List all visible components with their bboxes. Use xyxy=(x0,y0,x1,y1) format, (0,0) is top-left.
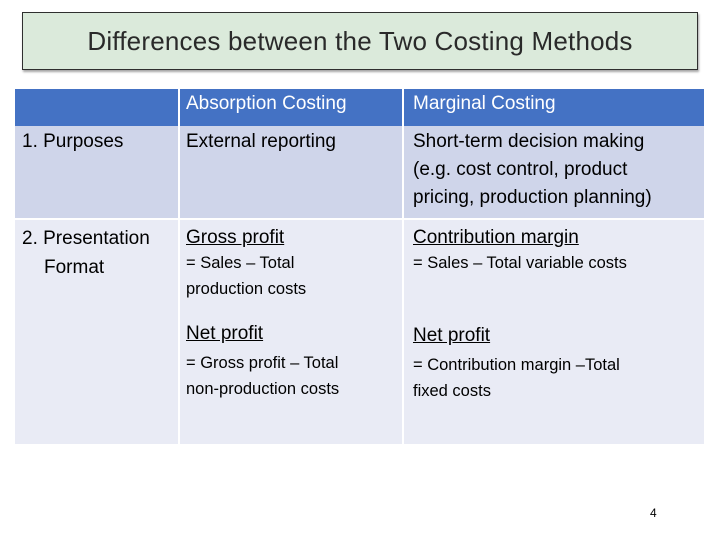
presentation-label-line1: 2. Presentation xyxy=(22,228,150,249)
page-number: 4 xyxy=(650,506,657,520)
absorption-net-profit-title: Net profit xyxy=(186,323,264,344)
purposes-marginal-line1: Short-term decision making xyxy=(413,131,645,152)
row-purposes-label: 1. Purposes xyxy=(15,126,178,218)
header-absorption-label: Absorption Costing xyxy=(186,93,347,114)
absorption-net-profit-line1: = Gross profit – Total xyxy=(186,354,339,372)
comparison-table: Absorption Costing Marginal Costing 1. P… xyxy=(15,89,704,444)
purposes-label-text: 1. Purposes xyxy=(22,131,124,152)
marginal-contribution-title: Contribution margin xyxy=(413,227,579,248)
purposes-absorption-text: External reporting xyxy=(186,131,336,152)
header-marginal: Marginal Costing xyxy=(404,89,704,126)
header-marginal-label: Marginal Costing xyxy=(413,93,556,114)
purposes-marginal-line2: (e.g. cost control, product xyxy=(413,159,628,180)
header-empty-cell xyxy=(15,89,178,126)
presentation-label-line2: Format xyxy=(44,257,105,278)
marginal-net-profit-title: Net profit xyxy=(413,325,491,346)
absorption-net-profit-line2: non-production costs xyxy=(186,380,340,398)
absorption-gross-profit-line1: = Sales – Total xyxy=(186,254,295,272)
purposes-marginal-line3: pricing, production planning) xyxy=(413,187,652,208)
marginal-contribution-line1: = Sales – Total variable costs xyxy=(413,254,627,272)
absorption-gross-profit-title: Gross profit xyxy=(186,227,285,248)
marginal-net-profit-line2: fixed costs xyxy=(413,382,491,400)
row-presentation-absorption: Gross profit = Sales – Total production … xyxy=(180,220,402,444)
slide-title-box: Differences between the Two Costing Meth… xyxy=(22,12,698,70)
row-presentation-marginal: Contribution margin = Sales – Total vari… xyxy=(404,220,704,444)
row-presentation-label: 2. Presentation Format xyxy=(15,220,178,444)
header-absorption: Absorption Costing xyxy=(180,89,402,126)
marginal-net-profit-line1: = Contribution margin –Total xyxy=(413,356,620,374)
row-purposes-absorption: External reporting xyxy=(180,126,402,218)
row-purposes-marginal: Short-term decision making (e.g. cost co… xyxy=(404,126,704,218)
slide-title: Differences between the Two Costing Meth… xyxy=(87,25,633,56)
absorption-gross-profit-line2: production costs xyxy=(186,280,307,298)
